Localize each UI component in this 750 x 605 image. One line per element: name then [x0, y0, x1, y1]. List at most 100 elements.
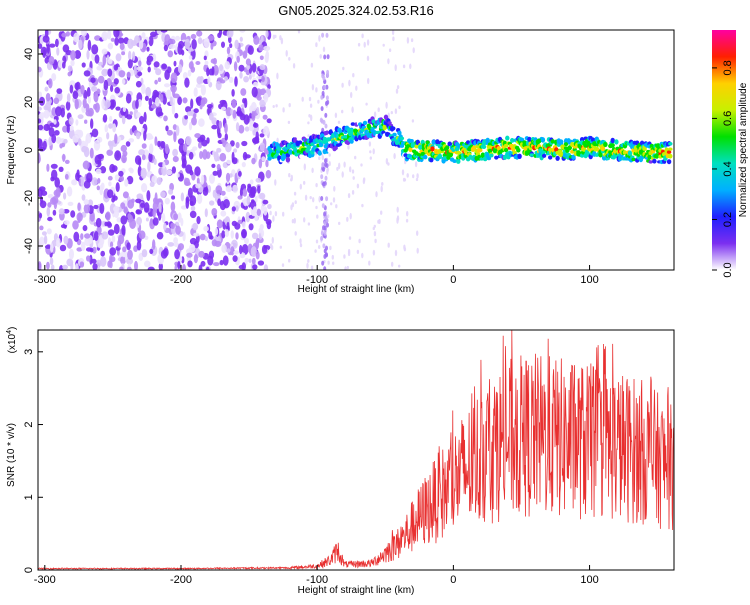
heatmap-ridge-cell [430, 146, 435, 152]
heatmap-noise-cell [135, 112, 141, 118]
heatmap-noise-cell [78, 138, 82, 146]
spectrogram-x-ticks: -300 -200 -100 0 100 [34, 265, 599, 286]
heatmap-noise-cell [99, 203, 105, 214]
heatmap-noise-cell [56, 47, 60, 56]
heatmap-noise-cell [239, 244, 243, 255]
heatmap-noise-cell [138, 115, 145, 125]
heatmap-noise-cell [196, 216, 201, 225]
heatmap-noise-cell [232, 255, 238, 262]
heatmap-noise-cell [211, 163, 216, 168]
heatmap-noise-cell [40, 46, 48, 56]
heatmap-noise-cell [170, 72, 178, 84]
heatmap-noise-cell [105, 211, 111, 221]
heatmap-noise-cell [95, 168, 102, 175]
heatmap-noise-cell [122, 191, 129, 199]
heatmap-noise-cell [217, 132, 222, 139]
heatmap-faint-cell [373, 111, 377, 118]
heatmap-noise-cell [42, 35, 50, 43]
heatmap-faint-cell [412, 47, 415, 54]
heatmap-noise-cell [104, 221, 108, 227]
heatmap-ridge-cell [538, 148, 543, 153]
heatmap-noise-cell [241, 221, 246, 229]
heatmap-noise-cell [108, 181, 112, 187]
heatmap-noise-cell [209, 200, 215, 206]
heatmap-noise-cell [215, 80, 222, 91]
heatmap-noise-cell [155, 97, 160, 107]
heatmap-noise-cell [191, 116, 197, 126]
heatmap-noise-cell [107, 30, 112, 40]
heatmap-noise-cell [67, 71, 72, 77]
heatmap-ridge-cell [296, 137, 302, 141]
heatmap-ridge-cell [299, 154, 304, 160]
heatmap-noise-cell [84, 237, 91, 247]
heatmap-faint-cell [332, 261, 335, 265]
heatmap-noise-cell [144, 235, 149, 240]
heatmap-noise-cell [66, 258, 74, 267]
heatmap-noise-cell [66, 186, 73, 197]
heatmap-noise-cell [133, 245, 139, 252]
heatmap-noise-cell [60, 107, 65, 118]
heatmap-ridge-cell [548, 147, 553, 152]
heatmap-noise-cell [135, 99, 139, 110]
heatmap-noise-cell [141, 249, 148, 258]
heatmap-noise-cell [231, 220, 238, 227]
heatmap-noise-cell [239, 187, 243, 198]
heatmap-noise-cell [100, 250, 105, 257]
heatmap-faint-cell [348, 79, 351, 87]
heatmap-faint-cell [387, 58, 390, 65]
heatmap-noise-cell [266, 118, 272, 124]
heatmap-faint-cell [341, 171, 344, 178]
heatmap-noise-cell [167, 242, 175, 247]
y-tick-label: 1 [23, 494, 35, 500]
heatmap-noise-cell [109, 254, 113, 264]
heatmap-noise-cell [182, 158, 187, 168]
heatmap-noise-cell [211, 239, 218, 247]
heatmap-noise-cell [81, 194, 86, 201]
heatmap-ridge-cell [294, 151, 299, 157]
heatmap-noise-cell [208, 112, 214, 121]
heatmap-noise-cell [255, 251, 260, 260]
heatmap-noise-cell [132, 51, 136, 62]
heatmap-stripe-cell [325, 32, 329, 38]
heatmap-faint-cell [354, 155, 357, 160]
heatmap-faint-cell [346, 265, 349, 270]
heatmap-noise-cell [136, 132, 141, 140]
heatmap-stripe-cell [320, 196, 324, 201]
heatmap-noise-cell [107, 68, 113, 77]
heatmap-noise-cell [116, 217, 122, 223]
heatmap-noise-cell [173, 131, 177, 143]
heatmap-noise-cell [97, 177, 101, 184]
heatmap-noise-cell [247, 45, 254, 55]
heatmap-ridge-cell [437, 153, 443, 160]
heatmap-noise-cell [99, 234, 103, 246]
heatmap-noise-cell [118, 170, 124, 177]
heatmap-noise-cell [221, 230, 226, 239]
heatmap-faint-cell [310, 265, 314, 270]
heatmap-noise-cell [242, 98, 246, 104]
heatmap-noise-cell [141, 183, 148, 193]
heatmap-noise-cell [205, 266, 210, 270]
heatmap-noise-cell [146, 46, 150, 52]
heatmap-faint-cell [398, 105, 401, 110]
heatmap-noise-cell [253, 35, 260, 45]
heatmap-noise-cell [62, 44, 70, 53]
heatmap-noise-cell [196, 83, 203, 88]
heatmap-noise-cell [119, 175, 124, 182]
heatmap-noise-cell [48, 127, 55, 137]
heatmap-noise-cell [87, 39, 92, 51]
heatmap-noise-cell [223, 218, 229, 223]
heatmap-noise-cell [182, 97, 188, 104]
heatmap-noise-cell [163, 222, 167, 231]
heatmap-noise-cell [168, 44, 176, 49]
heatmap-noise-cell [259, 133, 265, 138]
heatmap-noise-cell [219, 259, 224, 266]
heatmap-noise-cell [160, 141, 166, 149]
heatmap-ridge-cell [517, 153, 522, 159]
heatmap-noise-cell [69, 248, 74, 260]
heatmap-noise-cell [39, 96, 45, 106]
heatmap-noise-cell [188, 55, 193, 60]
heatmap-noise-cell [229, 43, 233, 48]
heatmap-noise-cell [119, 266, 124, 270]
heatmap-noise-cell [195, 96, 202, 104]
